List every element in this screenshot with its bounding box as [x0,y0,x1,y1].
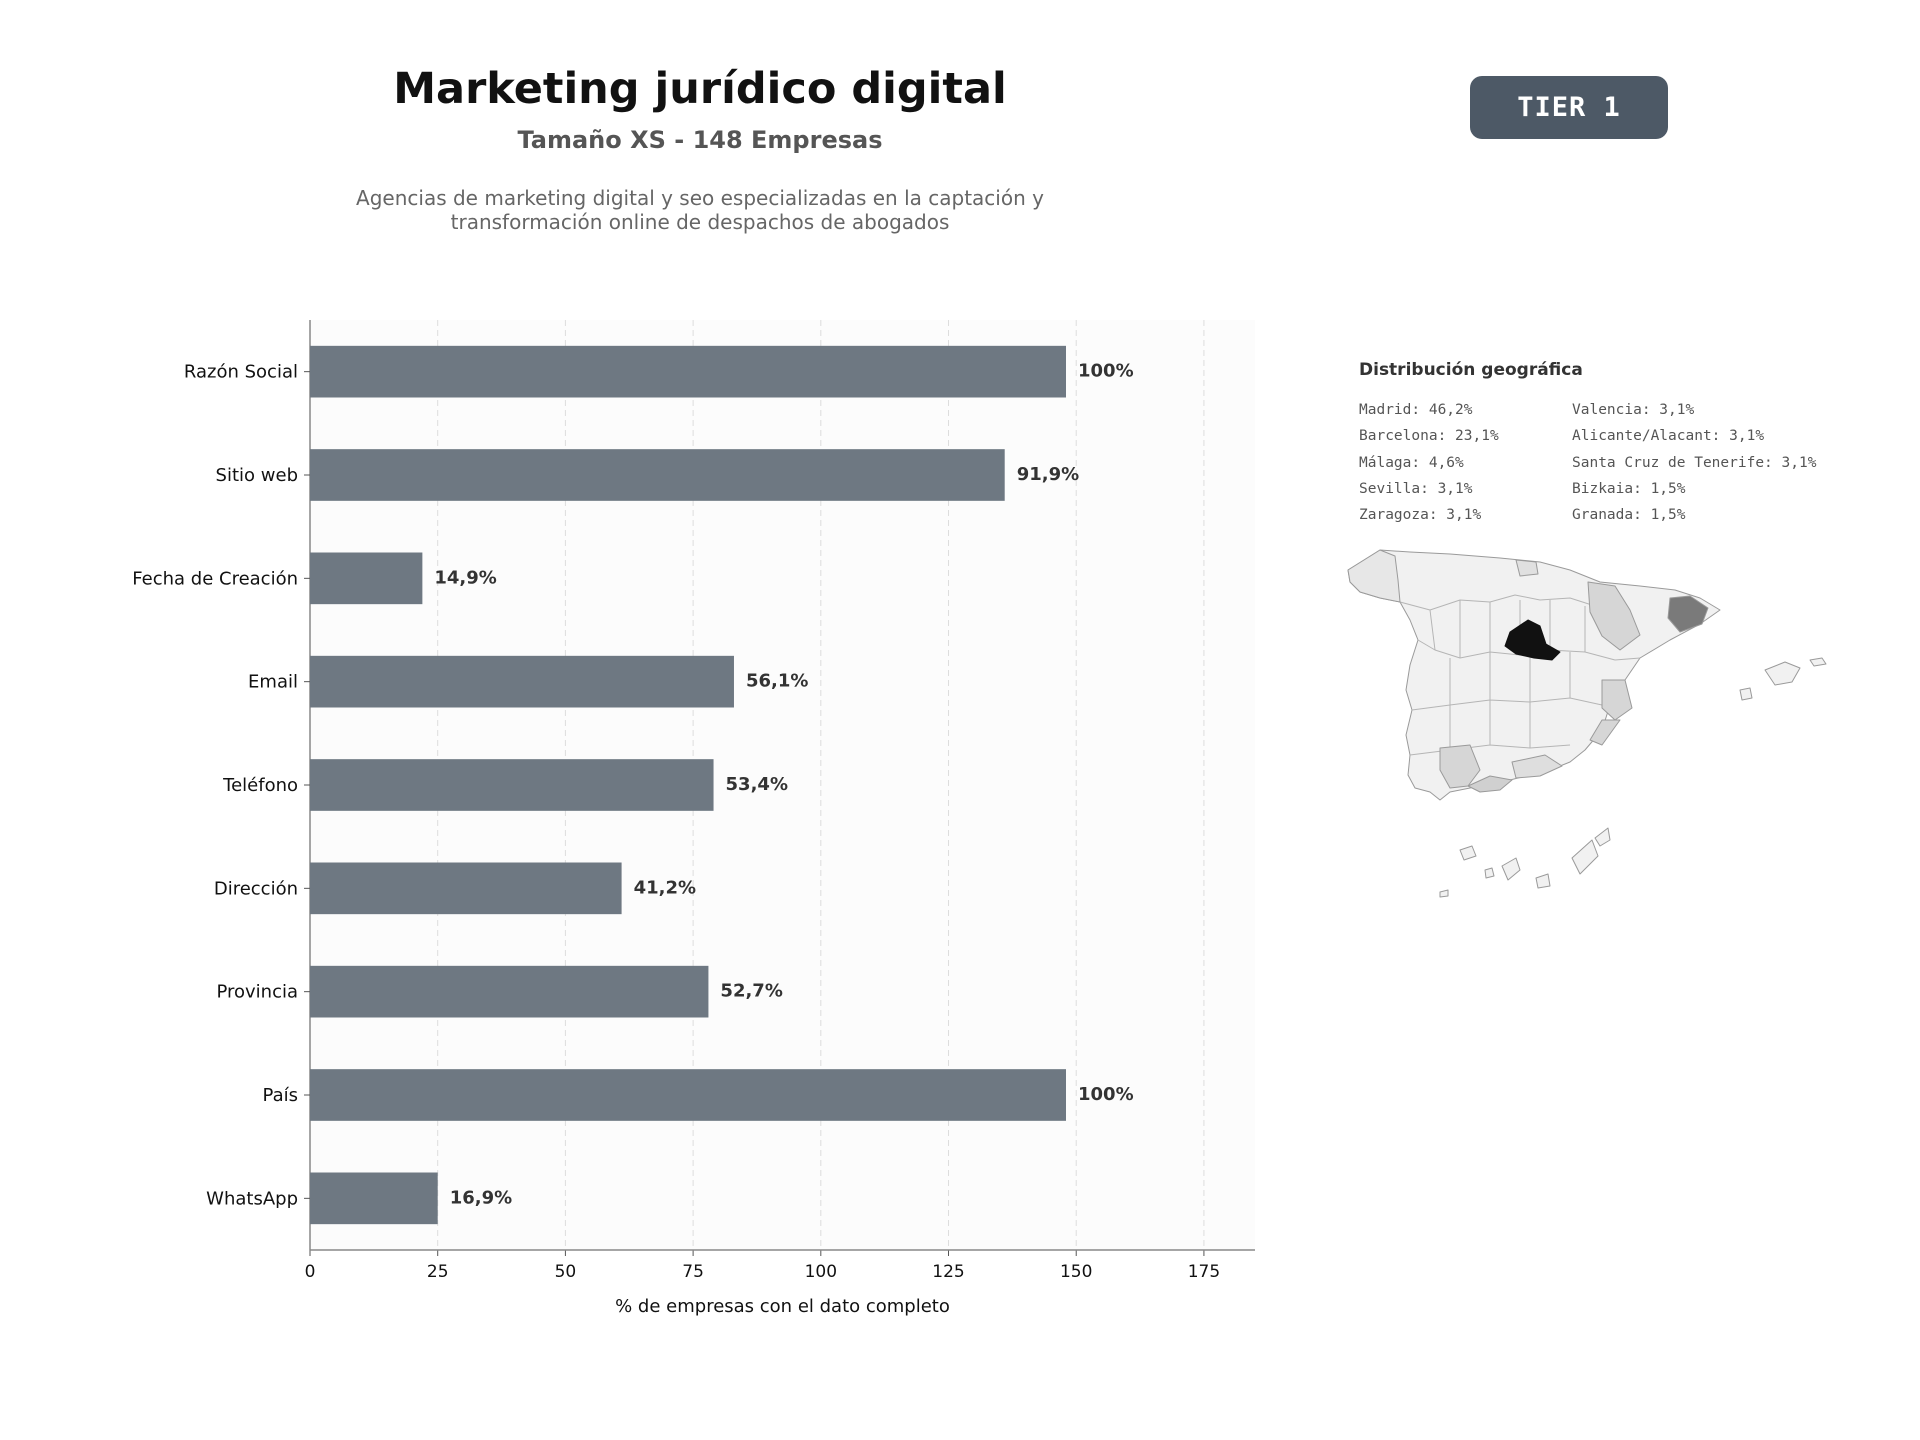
map-region-malaga [1467,775,1513,793]
bar [310,449,1005,501]
map-region-zaragoza [1587,581,1641,651]
tier-badge: TIER 1 [1470,76,1668,139]
map-canary-5 [1571,839,1599,875]
x-tick-label: 150 [1060,1262,1092,1282]
geo-entry: Zaragoza: 3,1% [1359,507,1482,524]
geo-entry: Granada: 1,5% [1572,507,1686,524]
y-tick-label: País [263,1085,298,1106]
bar [310,1172,438,1225]
bar [310,655,734,708]
bar-value-label: 41,2% [634,877,696,898]
y-tick-label: Provincia [216,982,298,1003]
bar-value-label: 16,9% [450,1187,512,1208]
bar-value-label: 91,9% [1017,464,1079,485]
map-balearic-mallorca [1764,661,1801,686]
bar-value-label: 52,7% [720,981,782,1002]
geo-list-col-2: Valencia: 3,1% Alicante/Alacant: 3,1% Sa… [1572,397,1816,528]
geo-entry: Barcelona: 23,1% [1359,428,1499,445]
description-line-1: Agencias de marketing digital y seo espe… [356,186,1044,210]
map-region-madrid [1504,619,1561,661]
bar-value-label: 14,9% [434,567,496,588]
bar-value-label: 53,4% [726,774,788,795]
x-axis-label: % de empresas con el dato completo [615,1296,950,1317]
map-region-alicante [1589,719,1621,746]
y-tick-label: Email [248,672,298,693]
map-region-valencia [1601,679,1633,721]
map-balearic-ibiza [1739,687,1753,701]
bar-value-label: 100% [1078,1084,1134,1105]
x-tick-label: 0 [305,1262,316,1282]
x-tick-label: 75 [682,1262,704,1282]
y-tick-label: WhatsApp [206,1188,298,1209]
geo-list-col-1: Madrid: 46,2% Barcelona: 23,1% Málaga: 4… [1359,397,1499,528]
x-tick-label: 100 [805,1262,837,1282]
geo-entry: Sevilla: 3,1% [1359,480,1473,497]
map-canary-3 [1501,857,1521,881]
bar [310,552,423,605]
bar [310,1069,1066,1121]
spain-province-map [1347,549,1827,898]
x-tick-label: 175 [1188,1262,1220,1282]
bar [310,759,714,811]
map-region-granada [1511,754,1563,779]
page-subtitle: Tamaño XS - 148 Empresas [517,126,883,154]
x-tick-label: 50 [555,1262,577,1282]
bar-value-label: 100% [1078,361,1134,382]
bar-value-label: 56,1% [746,671,808,692]
geo-entry: Madrid: 46,2% [1359,402,1473,418]
description-line-2: transformación online de despachos de ab… [450,210,950,234]
geo-entry: Santa Cruz de Tenerife: 3,1% [1572,454,1817,471]
bar [310,345,1066,398]
bar [310,965,709,1018]
map-region-barcelona [1667,595,1709,633]
x-tick-label: 125 [932,1262,964,1282]
y-tick-label: Dirección [214,878,298,899]
geo-entry: Alicante/Alacant: 3,1% [1572,428,1765,445]
geo-entry: Bizkaia: 1,5% [1572,480,1686,497]
geo-entry: Valencia: 3,1% [1572,402,1695,418]
map-balearic-menorca [1809,657,1827,667]
page-title: Marketing jurídico digital [393,64,1007,114]
geo-entry: Málaga: 4,6% [1359,454,1464,471]
map-region-bizkaia [1515,559,1539,577]
bar [310,862,622,915]
map-region-galicia [1347,549,1401,603]
y-tick-label: Teléfono [222,775,298,796]
map-canary-6 [1594,827,1611,847]
y-tick-label: Razón Social [184,362,298,383]
map-canary-1 [1459,845,1477,861]
map-canary-2 [1484,867,1495,879]
map-canary-7 [1439,889,1449,898]
y-tick-label: Sitio web [216,465,298,486]
y-tick-label: Fecha de Creación [132,568,298,589]
page-description: Agencias de marketing digital y seo espe… [250,186,1150,234]
x-tick-label: 25 [427,1262,449,1282]
geo-distribution-title: Distribución geográfica [1359,360,1583,380]
map-canary-4 [1535,873,1551,889]
